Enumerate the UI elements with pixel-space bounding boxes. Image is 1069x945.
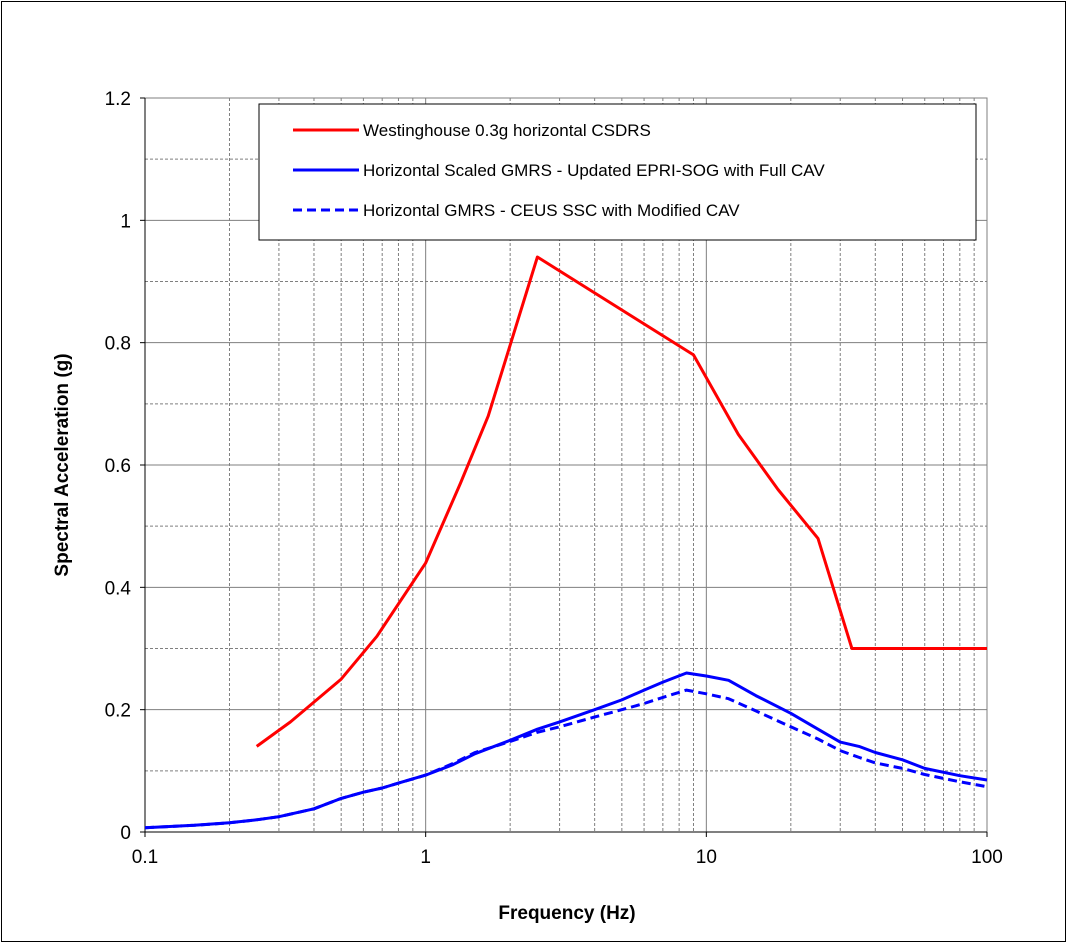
series-line-3 (144, 688, 988, 830)
x-tick-label: 10 (696, 847, 717, 868)
legend-label-2: Horizontal Scaled GMRS - Updated EPRI-SO… (363, 161, 825, 180)
y-tick-label: 0.4 (105, 578, 132, 599)
series-line-1 (255, 255, 987, 748)
legend-label-3: Horizontal GMRS - CEUS SSC with Modified… (363, 201, 740, 220)
series-line-2 (144, 671, 988, 830)
y-axis-title: Spectral Acceleration (g) (52, 353, 73, 576)
x-axis-title: Frequency (Hz) (498, 903, 635, 924)
y-tick-label: 1 (120, 211, 131, 232)
x-tick-label: 100 (971, 847, 1003, 868)
y-tick-label: 0.8 (105, 334, 131, 355)
y-tick-label: 0.6 (105, 456, 131, 477)
y-tick-label: 0 (120, 823, 131, 844)
x-tick-label: 1 (420, 847, 431, 868)
legend-box (258, 103, 977, 241)
x-tick-label: 0.1 (132, 847, 158, 868)
y-tick-label: 0.2 (105, 701, 131, 722)
legend-label-1: Westinghouse 0.3g horizontal CSDRS (363, 121, 651, 140)
y-tick-label: 1.2 (105, 89, 131, 110)
